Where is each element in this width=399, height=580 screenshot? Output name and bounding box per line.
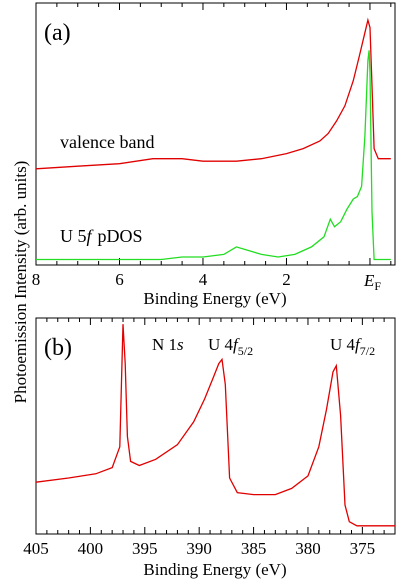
panel-a-x-tick-label: 2 xyxy=(282,270,291,289)
panel-a-x-tick-label: 8 xyxy=(32,270,41,289)
panel-a: (a) 8 6 4 2 EF valence band U 5f pDOS Binding… xyxy=(32,2,396,308)
panel-a-x-axis-label: Binding Energy (eV) xyxy=(143,289,286,308)
panel-a-frame xyxy=(35,2,396,266)
panel-a-x-tick-label: 6 xyxy=(115,270,124,289)
u4f52-label: U 4f5/2 xyxy=(208,335,253,358)
panel-b-x-tick-label: 380 xyxy=(295,539,321,558)
u4f72-label: U 4f7/2 xyxy=(330,335,375,358)
panel-b-x-tick-label: 400 xyxy=(78,539,104,558)
panel-b-x-tick-label: 395 xyxy=(132,539,158,558)
panel-b-x-tick-label: 405 xyxy=(23,539,49,558)
panel-b-x-tick-label: 375 xyxy=(350,539,376,558)
panel-b-frame xyxy=(35,317,396,535)
y-axis-label: Photoemission Intensity (arb. units) xyxy=(11,161,30,404)
panel-b: (b) 405 400 395 390 385 380 375 N 1s U 4f5/2 U… xyxy=(23,317,396,579)
u5f-pdos-line xyxy=(36,50,391,261)
panel-a-label: (a) xyxy=(44,20,71,46)
core-level-line xyxy=(35,324,395,527)
valence-band-line xyxy=(35,17,391,170)
valence-band-label: valence band xyxy=(60,132,154,152)
fermi-level-tick-label: EF xyxy=(363,271,381,293)
panel-b-ticks: 405 400 395 390 385 380 375 xyxy=(23,318,396,558)
panel-b-label: (b) xyxy=(44,335,72,361)
u5f-pdos-label: U 5f pDOS xyxy=(60,226,143,246)
panel-b-x-tick-label: 390 xyxy=(186,539,212,558)
n1s-label: N 1s xyxy=(152,335,184,354)
panel-a-x-tick-label: 4 xyxy=(199,270,208,289)
panel-b-x-axis-label: Binding Energy (eV) xyxy=(143,560,286,579)
panel-b-x-tick-label: 385 xyxy=(241,539,267,558)
